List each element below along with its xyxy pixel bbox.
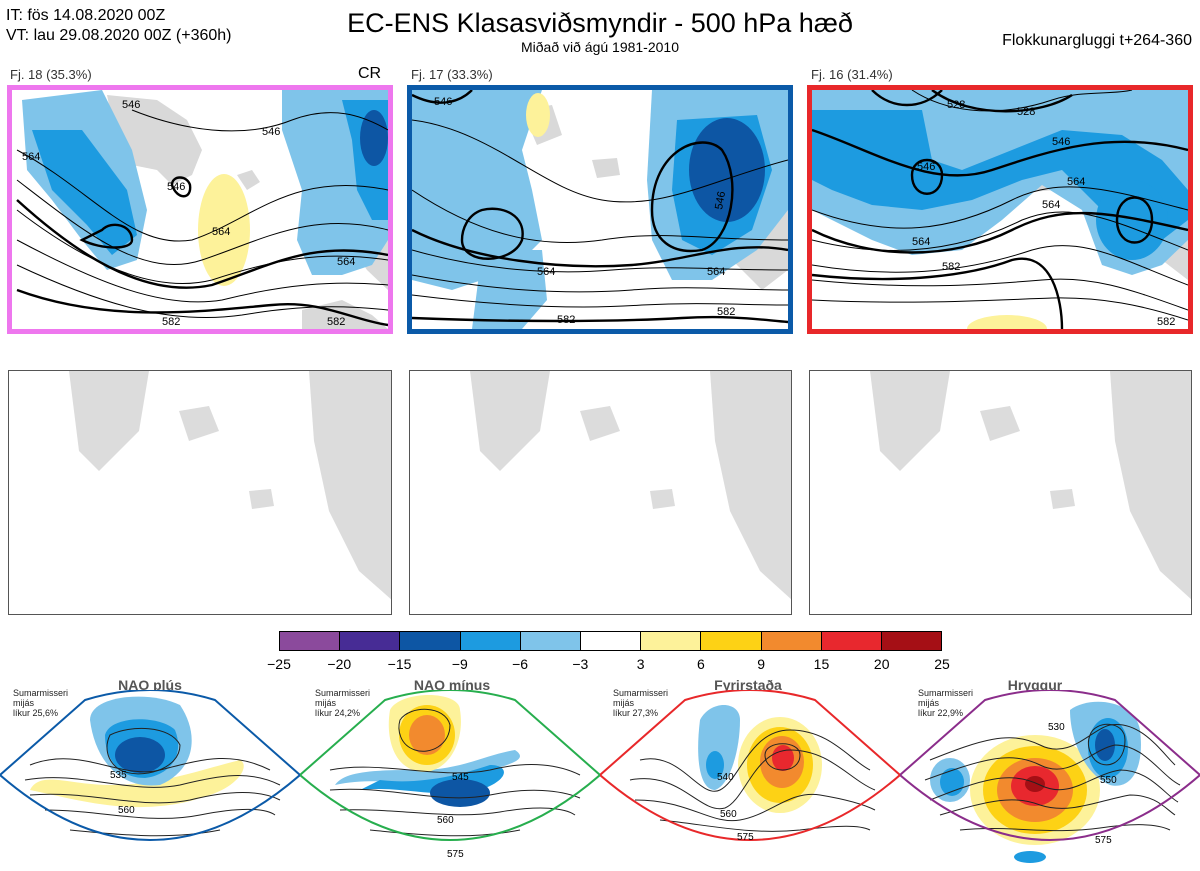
colorbar-swatch — [881, 632, 942, 650]
regime-map-nao-minus[interactable]: 545 560 575 — [300, 690, 600, 870]
regime-info-line: líkur 25,6% — [13, 708, 59, 718]
regime-1-info: Sumarmisseri mijás líkur 25,6% — [13, 688, 68, 718]
colorbar-swatch — [821, 632, 882, 650]
regime-map-blocking[interactable]: 540 560 575 — [600, 690, 900, 870]
colorbar-tick-label: 15 — [813, 656, 830, 672]
regime-info-line: Sumarmisseri — [613, 688, 669, 698]
colorbar-tick-label: −15 — [387, 656, 412, 672]
contour-label: 582 — [942, 261, 960, 273]
contour-label: 535 — [110, 770, 127, 781]
colorbar-tick-label: −25 — [267, 656, 291, 672]
colorbar-tick-label: −20 — [327, 656, 352, 672]
empty-map-2 — [409, 370, 792, 615]
contour-label: 564 — [1067, 176, 1085, 188]
colorbar-swatch — [340, 632, 401, 650]
contour-label: 582 — [557, 314, 575, 326]
contour-label: 560 — [720, 809, 737, 820]
regime-info-line: mijás — [918, 698, 940, 708]
contour-label: 575 — [737, 832, 754, 843]
page-subtitle: Miðað við ágú 1981-2010 — [520, 39, 679, 55]
contour-label: 575 — [447, 849, 464, 860]
panel-2-label: Fj. 17 (33.3%) — [411, 67, 493, 82]
cluster-map-1[interactable]: 546 546 564 564 564 582 582 546 — [7, 85, 393, 334]
contour-label: 564 — [1042, 199, 1060, 211]
colorbar-swatch — [460, 632, 521, 650]
regime-info-line: líkur 22,9% — [918, 708, 964, 718]
regime-3-info: Sumarmisseri mijás líkur 27,3% — [613, 688, 668, 718]
contour-label: 575 — [1095, 835, 1112, 846]
contour-label: 546 — [1052, 136, 1070, 148]
regime-3-name: Fyrirstaða — [714, 677, 782, 693]
contour-label: 564 — [212, 226, 230, 238]
regime-info-line: Sumarmisseri — [918, 688, 974, 698]
regime-info-line: mijás — [315, 698, 337, 708]
cluster-map-2[interactable]: 546 564 546 564 582 582 — [407, 85, 793, 334]
colorbar-swatch — [580, 632, 642, 650]
colorbar-tick-label: −6 — [512, 656, 529, 672]
colorbar-swatch — [280, 632, 341, 650]
contour-label: 564 — [337, 256, 355, 268]
colorbar-tick-label: 6 — [697, 656, 705, 672]
colorbar-tick-label: −3 — [572, 656, 589, 672]
panel-3-label: Fj. 16 (31.4%) — [811, 67, 893, 82]
anomaly-colorbar — [279, 631, 942, 651]
colorbar-swatch — [701, 632, 762, 650]
contour-label: 564 — [912, 236, 930, 248]
contour-label: 546 — [917, 161, 935, 173]
contour-label: 528 — [1017, 106, 1035, 118]
regime-2-info: Sumarmisseri mijás líkur 24,2% — [315, 688, 370, 718]
contour-label: 530 — [1048, 722, 1065, 733]
contour-label: 582 — [162, 316, 180, 328]
init-time: IT: fös 14.08.2020 00Z — [6, 7, 166, 24]
cluster-map-3[interactable]: 528 528 546 546 564 564 582 582 564 — [807, 85, 1193, 334]
contour-label: 540 — [717, 772, 734, 783]
empty-map-1 — [8, 370, 392, 615]
contour-label: 564 — [707, 266, 725, 278]
contour-label: 564 — [537, 266, 555, 278]
colorbar-swatch — [400, 632, 461, 650]
colorbar-tick-label: −9 — [451, 656, 468, 672]
regime-info-line: líkur 27,3% — [613, 708, 659, 718]
panel-1-tag: CR — [358, 65, 382, 82]
regime-2-name: NAO mínus — [413, 677, 491, 693]
regime-map-ridge[interactable]: 530 550 575 — [900, 690, 1200, 870]
contour-label: 550 — [1100, 775, 1117, 786]
colorbar-tick-label: 20 — [873, 656, 890, 672]
colorbar-swatch — [761, 632, 822, 650]
contour-label: 546 — [713, 190, 728, 210]
contour-label: 546 — [434, 96, 452, 108]
regime-map-nao-plus[interactable]: 535 560 — [0, 690, 300, 870]
regime-4-info: Sumarmisseri mijás líkur 22,9% — [918, 688, 973, 718]
regime-info-line: líkur 24,2% — [315, 708, 361, 718]
contour-label: 560 — [118, 805, 135, 816]
valid-time: VT: lau 29.08.2020 00Z (+360h) — [6, 27, 232, 44]
contour-label: 546 — [262, 126, 280, 138]
header-info: IT: fös 14.08.2020 00Z VT: lau 29.08.202… — [6, 6, 232, 46]
classification-window: Flokkunargluggi t+264-360 — [1002, 32, 1192, 49]
colorbar-tick-label: 9 — [757, 656, 766, 672]
colorbar-swatch — [520, 632, 581, 650]
contour-label: 546 — [122, 99, 140, 111]
page-title: EC-ENS Klasasviðsmyndir - 500 hPa hæð — [347, 8, 853, 38]
contour-label: 582 — [717, 306, 735, 318]
regime-info-line: Sumarmisseri — [13, 688, 69, 698]
empty-map-3 — [809, 370, 1192, 615]
contour-label: 564 — [22, 151, 40, 163]
regime-info-line: Sumarmisseri — [315, 688, 371, 698]
colorbar-tick-label: 25 — [934, 656, 950, 672]
contour-label: 560 — [437, 815, 454, 826]
contour-label: 545 — [452, 772, 469, 783]
panel-1-label: Fj. 18 (35.3%) — [10, 67, 92, 82]
contour-label: 582 — [1157, 316, 1175, 328]
regime-4-name: Hryggur — [1007, 677, 1063, 693]
regime-info-line: mijás — [13, 698, 35, 708]
regime-info-line: mijás — [613, 698, 635, 708]
contour-label: 546 — [167, 181, 185, 193]
contour-label: 582 — [327, 316, 345, 328]
colorbar-tick-label: 3 — [636, 656, 645, 672]
regime-1-name: NAO plús — [118, 677, 182, 693]
colorbar-swatch — [641, 632, 702, 650]
contour-label: 528 — [947, 99, 965, 111]
